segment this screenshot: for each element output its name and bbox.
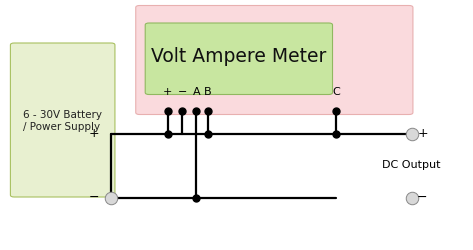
- Text: A: A: [193, 88, 200, 98]
- Text: −: −: [177, 88, 187, 98]
- Text: Volt Ampere Meter: Volt Ampere Meter: [151, 47, 326, 66]
- FancyBboxPatch shape: [136, 6, 413, 114]
- Text: B: B: [204, 88, 212, 98]
- Text: +: +: [417, 127, 428, 140]
- Text: −: −: [89, 191, 99, 204]
- Text: DC Output: DC Output: [382, 160, 441, 170]
- Text: +: +: [89, 127, 99, 140]
- FancyBboxPatch shape: [145, 23, 333, 95]
- FancyBboxPatch shape: [10, 43, 115, 197]
- Text: +: +: [163, 88, 173, 98]
- Text: −: −: [417, 191, 428, 204]
- Text: C: C: [332, 88, 340, 98]
- Text: 6 - 30V Battery
/ Power Supply: 6 - 30V Battery / Power Supply: [23, 110, 103, 132]
